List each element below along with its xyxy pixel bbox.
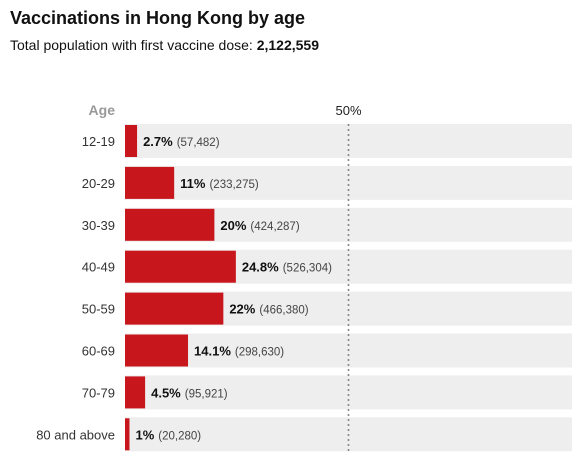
value-label: 2.7%: [143, 134, 173, 149]
value-label: 11%: [180, 176, 206, 191]
value-label: 1%: [135, 427, 154, 442]
count-label: (424,287): [250, 221, 299, 233]
category-label: 50-59: [82, 302, 115, 317]
category-label: 40-49: [82, 260, 115, 275]
count-label: (298,630): [235, 347, 284, 359]
axis-label: Age: [89, 102, 116, 118]
data-label: 1% (20,280): [135, 427, 201, 442]
bar: [125, 250, 236, 283]
count-label: (526,304): [283, 263, 332, 275]
category-label: 30-39: [82, 218, 115, 233]
bar: [125, 334, 189, 367]
category-label: 20-29: [82, 176, 115, 191]
count-label: (466,380): [259, 305, 308, 317]
chart-subtitle: Total population with first vaccine dose…: [10, 37, 319, 53]
value-label: 14.1%: [194, 344, 231, 359]
category-label: 12-19: [82, 134, 115, 149]
value-label: 4.5%: [151, 385, 181, 400]
data-label: 22% (466,380): [229, 302, 308, 317]
category-label: 60-69: [82, 344, 115, 359]
count-label: (233,275): [209, 179, 258, 191]
count-label: (20,280): [158, 430, 201, 442]
bar: [125, 166, 175, 199]
bar-track: [125, 375, 572, 410]
category-label: 80 and above: [36, 427, 115, 442]
value-label: 22%: [229, 302, 255, 317]
count-label: (57,482): [177, 137, 220, 149]
chart-title: Vaccinations in Hong Kong by age: [10, 8, 306, 28]
value-label: 20%: [220, 218, 246, 233]
bar: [125, 125, 138, 157]
reference-label: 50%: [335, 103, 361, 118]
data-label: 14.1% (298,630): [194, 344, 284, 359]
bar: [125, 292, 224, 325]
bar: [125, 418, 130, 451]
data-label: 2.7% (57,482): [143, 134, 220, 149]
data-label: 20% (424,287): [220, 218, 299, 233]
data-label: 4.5% (95,921): [151, 385, 228, 400]
category-label: 70-79: [82, 385, 115, 400]
subtitle-text: Total population with first vaccine dose…: [10, 37, 257, 53]
bar: [125, 376, 146, 409]
subtitle-total: 2,122,559: [256, 37, 319, 53]
data-label: 11% (233,275): [180, 176, 259, 191]
bar: [125, 208, 215, 241]
value-label: 24.8%: [242, 260, 279, 275]
count-label: (95,921): [185, 388, 228, 400]
data-label: 24.8% (526,304): [242, 260, 332, 275]
